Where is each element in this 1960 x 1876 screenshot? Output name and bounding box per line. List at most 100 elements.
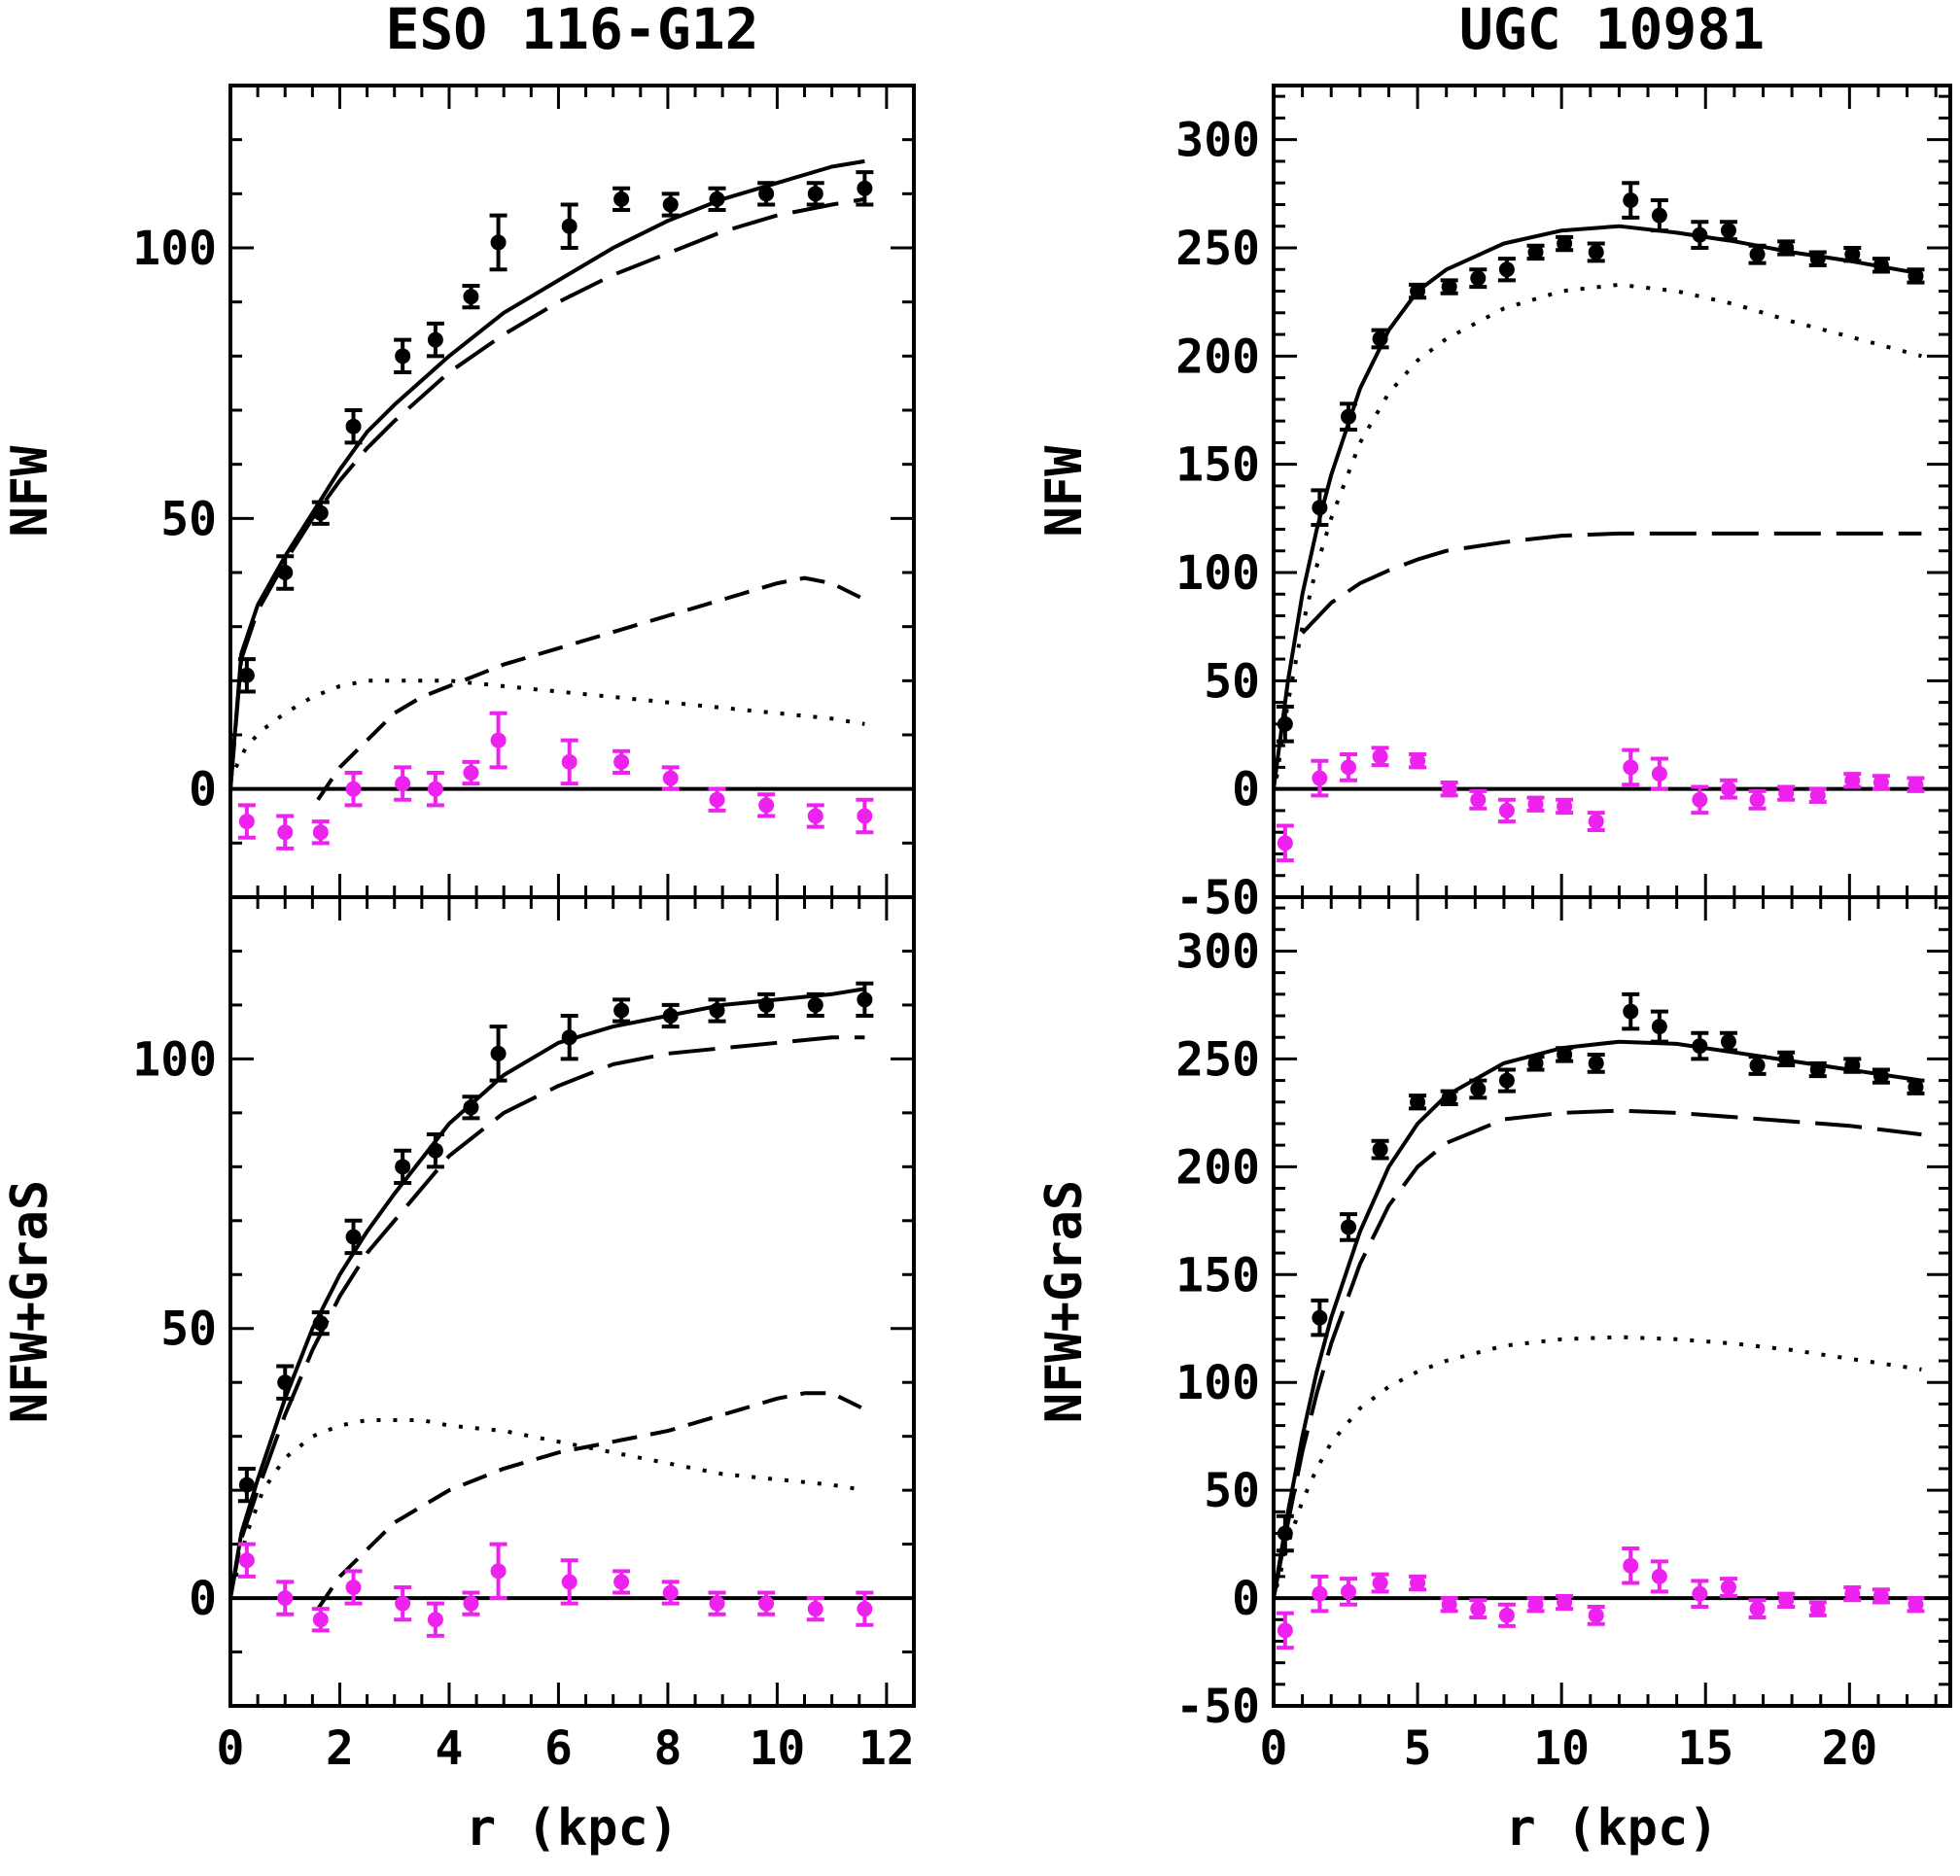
residual-point	[1526, 795, 1545, 813]
residual-point-marker	[312, 1612, 329, 1628]
data-point	[1748, 1055, 1767, 1076]
x-tick-label: 0	[217, 1721, 245, 1776]
data-point	[1719, 1030, 1737, 1053]
residual-point-marker	[1410, 1575, 1426, 1591]
data-point-marker	[238, 667, 255, 683]
data-point-marker	[1692, 226, 1708, 243]
data-point	[276, 1364, 295, 1401]
data-point	[1587, 241, 1605, 263]
data-point	[394, 1148, 412, 1185]
residual-point-marker	[238, 814, 255, 830]
y-tick-label: 100	[1175, 546, 1260, 601]
data-point-marker	[1749, 1058, 1766, 1074]
data-point	[806, 991, 824, 1019]
data-point-marker	[1372, 1141, 1388, 1158]
residual-point	[708, 1590, 726, 1616]
x-tick-label: 12	[858, 1721, 915, 1776]
data-point	[1691, 220, 1709, 250]
y-tick-label: 50	[160, 492, 217, 546]
data-point-marker	[463, 289, 479, 305]
residual-point-marker	[463, 1595, 479, 1612]
residual-point-marker	[1441, 1596, 1457, 1613]
y-tick-label: 50	[1204, 654, 1260, 709]
residual-point-marker	[1651, 766, 1667, 782]
data-point-marker	[1623, 1003, 1639, 1020]
residual-point-marker	[1441, 781, 1457, 797]
residual-point	[1748, 1598, 1767, 1620]
x-axis-label: r (kpc)	[1505, 1799, 1718, 1858]
x-tick-label: 0	[1260, 1721, 1288, 1776]
data-point-marker	[709, 191, 725, 207]
residual-point	[1907, 776, 1925, 793]
y-tick-label: 250	[1175, 222, 1260, 276]
residual-point	[1872, 1587, 1890, 1605]
data-point-marker	[1844, 246, 1861, 262]
residual-point-marker	[709, 1595, 725, 1612]
y-tick-label: 250	[1175, 1032, 1260, 1087]
data-point-marker	[1908, 1079, 1924, 1095]
residual-point	[394, 765, 412, 802]
data-point	[1469, 1078, 1488, 1100]
data-point-marker	[1720, 1033, 1736, 1050]
residual-point	[1622, 747, 1640, 787]
residual-point	[1276, 823, 1294, 863]
residual-point-marker	[1277, 835, 1293, 851]
residual-point	[1587, 811, 1605, 832]
y-tick-label: 150	[1175, 1248, 1260, 1303]
residual-point	[1311, 758, 1329, 798]
residual-point-marker	[1692, 1585, 1708, 1602]
data-point	[806, 181, 824, 207]
data-point-marker	[1277, 1525, 1293, 1542]
data-point	[1843, 246, 1862, 263]
residual-point-marker	[1809, 1601, 1826, 1617]
y-tick-label: 300	[1175, 114, 1260, 168]
residual-point-marker	[1908, 777, 1924, 793]
chart-title: UGC 10981	[1459, 0, 1765, 62]
x-tick-label: 10	[1533, 1721, 1590, 1776]
model-curve-dot	[233, 678, 865, 769]
data-point	[1650, 198, 1668, 233]
model-curve-solid	[228, 158, 865, 789]
data-point	[276, 554, 295, 591]
residual-point-marker	[1588, 814, 1604, 830]
residual-point-marker	[1844, 772, 1861, 788]
data-point	[612, 997, 631, 1024]
data-point-marker	[395, 1159, 411, 1175]
data-point	[560, 1014, 578, 1061]
data-point-marker	[662, 196, 679, 213]
data-point	[1276, 705, 1294, 744]
residual-point	[1340, 1577, 1358, 1607]
residual-point-marker	[345, 781, 362, 797]
residual-point	[311, 1607, 330, 1633]
data-point	[612, 186, 631, 213]
data-point	[426, 321, 444, 359]
residual-point-marker	[561, 1574, 578, 1590]
residual-point	[1777, 784, 1796, 802]
residual-point-marker	[857, 808, 873, 824]
data-point	[1808, 250, 1827, 267]
data-point-marker	[857, 991, 873, 1008]
data-point	[1719, 220, 1737, 242]
residual-point	[1808, 1600, 1827, 1617]
y-tick-label: 0	[189, 1572, 217, 1626]
panel-top-left: 0 50 100 ESO 116-G12 NFW	[1, 0, 916, 899]
data-point	[1777, 239, 1796, 257]
data-point	[757, 991, 776, 1019]
data-point	[489, 213, 508, 272]
data-point-marker	[1908, 267, 1924, 284]
data-point-marker	[1372, 330, 1388, 347]
data-point	[856, 981, 874, 1019]
residual-point-marker	[463, 764, 479, 781]
residual-point	[1469, 1598, 1488, 1620]
model-curve-long-dash	[228, 196, 865, 789]
residual-point	[344, 1569, 363, 1606]
data-point-marker	[1749, 246, 1766, 262]
data-point-marker	[1527, 244, 1544, 261]
residual-point	[1777, 1591, 1796, 1609]
data-point-marker	[1778, 240, 1795, 256]
residual-point-marker	[1410, 752, 1426, 769]
residual-point-marker	[395, 1595, 411, 1612]
residual-point	[560, 1558, 578, 1606]
data-point-marker	[1470, 1081, 1487, 1097]
data-point-marker	[1651, 1019, 1667, 1035]
